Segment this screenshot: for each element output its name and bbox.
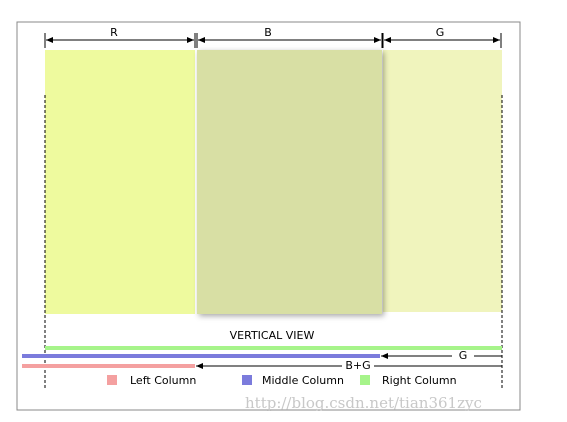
- arrow-label-bg: B+G: [345, 359, 370, 372]
- label-bg: [454, 350, 472, 362]
- view-title: VERTICAL VIEW: [230, 329, 315, 342]
- right-column: [383, 50, 502, 312]
- dashed-guides: [44, 95, 503, 388]
- legend-swatch: [360, 375, 370, 385]
- arrow-label-g: G: [459, 349, 468, 362]
- legend-label: Left Column: [130, 374, 196, 387]
- bottom-arrows: [196, 353, 502, 369]
- label-r: R: [110, 26, 118, 39]
- legend-swatch: [107, 375, 117, 385]
- legend-swatch: [242, 375, 252, 385]
- left-column: [45, 50, 195, 314]
- legend-label: Right Column: [382, 374, 457, 387]
- legend-label: Middle Column: [262, 374, 344, 387]
- middle-column: [197, 50, 382, 314]
- top-arrows: [44, 33, 502, 48]
- watermark: http://blog.csdn.net/tian361zyc: [245, 394, 482, 412]
- label-g: G: [436, 26, 445, 39]
- label-b: B: [264, 26, 272, 39]
